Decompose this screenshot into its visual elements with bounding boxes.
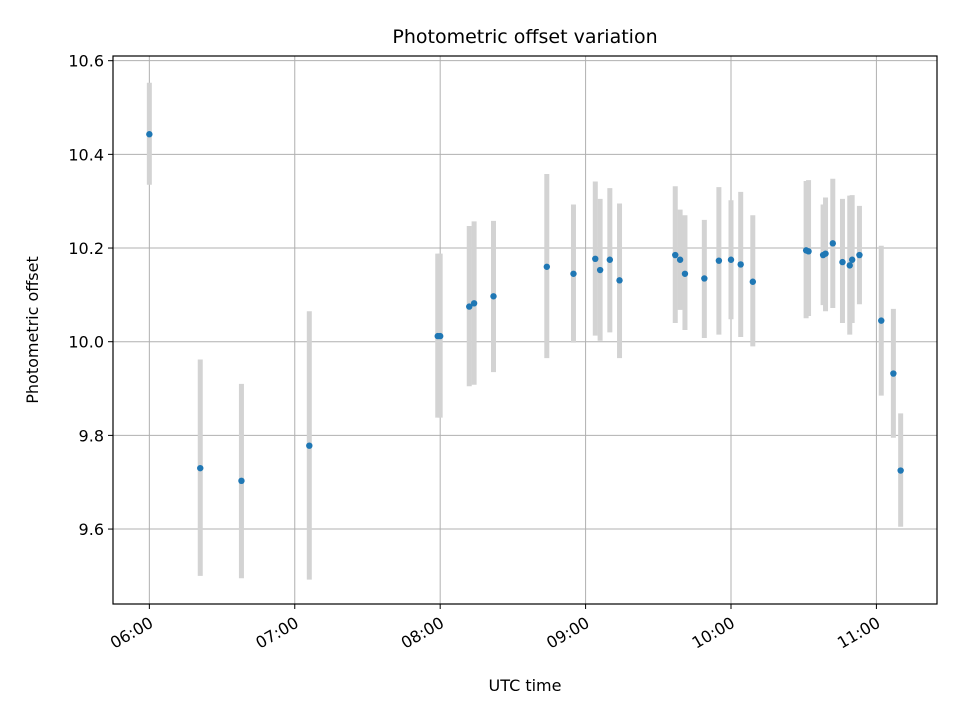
- data-point: [737, 261, 744, 268]
- y-tick-label: 9.6: [79, 520, 104, 539]
- point-layer: [146, 131, 904, 485]
- data-point: [878, 317, 885, 324]
- data-point: [306, 442, 313, 449]
- x-tick-label: 06:00: [107, 613, 156, 653]
- y-tick-label: 9.8: [79, 426, 104, 445]
- data-point: [681, 270, 689, 277]
- data-point: [846, 262, 853, 269]
- data-point: [822, 250, 829, 257]
- data-point: [592, 255, 599, 263]
- data-point: [543, 263, 551, 270]
- y-axis-label: Photometric offset: [23, 256, 42, 404]
- data-point: [829, 240, 836, 247]
- x-axis-label: UTC time: [489, 676, 562, 695]
- data-point: [436, 332, 444, 340]
- data-point: [749, 278, 757, 285]
- data-point: [715, 257, 723, 264]
- x-tick-label: 08:00: [398, 613, 447, 653]
- data-point: [839, 258, 846, 266]
- grid-layer: [113, 56, 937, 604]
- errorbar-layer: [146, 82, 904, 580]
- data-point: [727, 256, 735, 263]
- data-point: [466, 303, 473, 310]
- data-point: [890, 370, 897, 377]
- data-point: [596, 266, 604, 274]
- data-point: [470, 300, 478, 307]
- data-point: [197, 464, 204, 472]
- x-tick-label: 11:00: [834, 613, 883, 653]
- x-tick-label: 09:00: [543, 613, 592, 653]
- y-tick-label: 10.2: [68, 239, 104, 258]
- x-tick-label: 07:00: [252, 613, 301, 653]
- y-tick-label: 10.6: [68, 52, 104, 71]
- data-point: [672, 251, 679, 259]
- data-point: [238, 477, 245, 485]
- data-point: [805, 248, 812, 255]
- data-point: [897, 467, 904, 474]
- data-point: [848, 256, 856, 263]
- data-point: [701, 275, 708, 282]
- plot-frame: [112, 55, 938, 605]
- y-tick-label: 10.4: [68, 145, 104, 164]
- y-tick-label: 10.0: [68, 333, 104, 352]
- data-point: [146, 131, 153, 138]
- x-tick-label: 10:00: [689, 613, 738, 653]
- data-point: [676, 256, 684, 263]
- data-point: [570, 270, 577, 277]
- data-point: [490, 293, 497, 300]
- data-point: [856, 251, 863, 259]
- data-point: [616, 277, 623, 284]
- chart-title: Photometric offset variation: [392, 26, 657, 48]
- data-point: [606, 256, 614, 263]
